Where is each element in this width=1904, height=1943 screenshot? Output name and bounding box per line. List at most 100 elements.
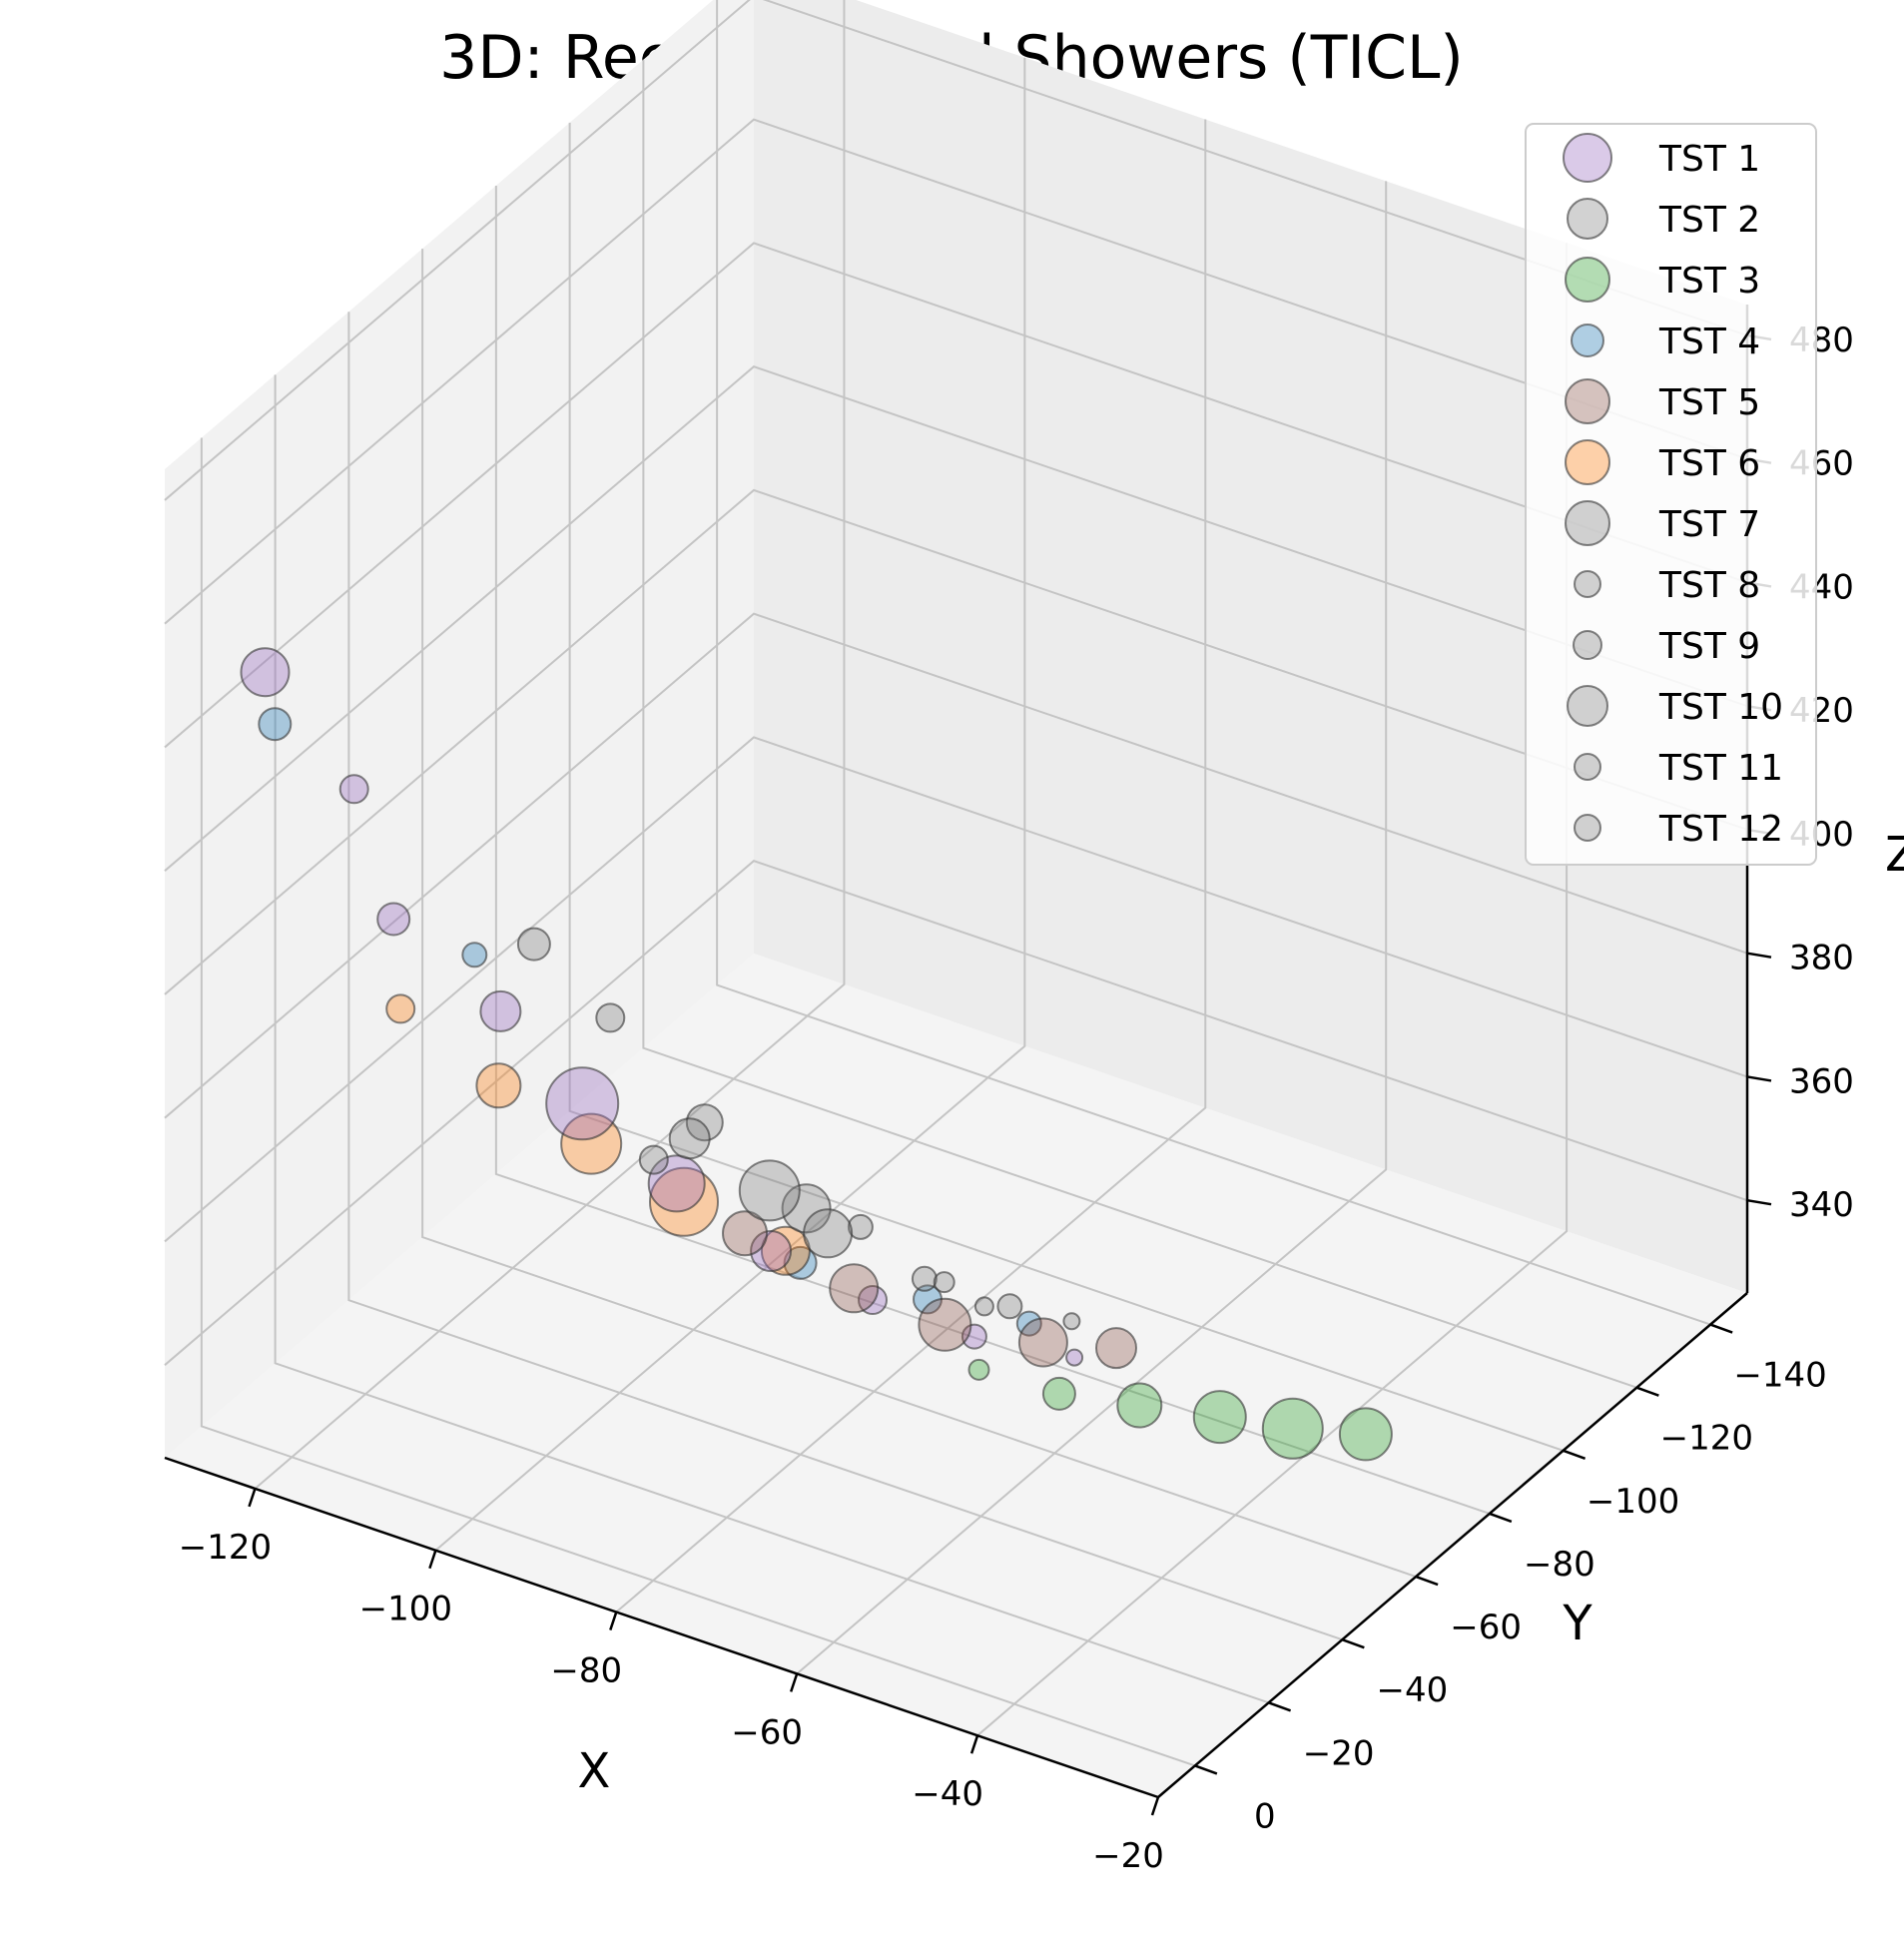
z-tick bbox=[1746, 1198, 1772, 1206]
grid-line-x bbox=[615, 119, 1207, 1614]
x-tick-label: −80 bbox=[550, 1651, 622, 1691]
z-tick bbox=[1746, 1075, 1772, 1082]
legend-marker bbox=[1574, 753, 1601, 781]
grid-line-z bbox=[164, 860, 1748, 1366]
grid-line-x bbox=[254, 0, 846, 1490]
legend-marker bbox=[1574, 570, 1601, 598]
grid-line-y bbox=[494, 185, 1491, 1515]
point-tst-6 bbox=[649, 1166, 719, 1237]
legend-marker bbox=[1565, 439, 1610, 485]
grid-line-y bbox=[642, 59, 1637, 1389]
legend-label: TST 11 bbox=[1658, 748, 1783, 789]
point-tst-7 bbox=[738, 1159, 801, 1222]
point-tst-2 bbox=[685, 1103, 724, 1142]
legend-label: TST 7 bbox=[1658, 504, 1760, 545]
tick-labels: −120−100−80−60−40−200−20−40−60−80−100−12… bbox=[179, 321, 1854, 1876]
y-tick-label: −140 bbox=[1733, 1356, 1826, 1396]
point-tst-1 bbox=[858, 1285, 888, 1315]
point-tst-2 bbox=[595, 1002, 626, 1033]
y-tick-label: −100 bbox=[1587, 1482, 1679, 1522]
grid-line-z bbox=[164, 0, 1748, 501]
x-tick-label: −100 bbox=[359, 1590, 452, 1629]
x-tick-label: −20 bbox=[1092, 1836, 1164, 1876]
point-tst-6 bbox=[560, 1112, 623, 1175]
point-tst-7 bbox=[803, 1208, 854, 1259]
point-tst-5 bbox=[829, 1263, 880, 1314]
grid-line-z bbox=[164, 736, 1748, 1243]
legend-marker bbox=[1573, 630, 1602, 660]
legend-marker bbox=[1574, 814, 1601, 842]
point-tst-4 bbox=[258, 707, 293, 742]
legend-label: TST 6 bbox=[1658, 443, 1760, 484]
point-tst-6 bbox=[475, 1062, 522, 1109]
point-tst-5 bbox=[918, 1297, 972, 1352]
grid-line-z bbox=[164, 365, 1748, 872]
legend-label: TST 5 bbox=[1658, 382, 1760, 423]
grid-line-y bbox=[421, 249, 1417, 1579]
x-tick bbox=[789, 1672, 799, 1692]
point-tst-8 bbox=[996, 1293, 1023, 1320]
point-tst-4 bbox=[461, 942, 488, 969]
point-tst-5 bbox=[722, 1210, 768, 1257]
point-tst-2 bbox=[911, 1265, 938, 1292]
point-tst-3 bbox=[1116, 1382, 1163, 1429]
floor-pane bbox=[165, 954, 1747, 1797]
point-tst-1 bbox=[240, 647, 291, 698]
grid-line-y bbox=[716, 0, 1711, 1326]
point-tst-10 bbox=[638, 1144, 669, 1175]
y-tick-label: −20 bbox=[1303, 1733, 1375, 1773]
legend-label: TST 12 bbox=[1658, 809, 1783, 850]
legend-label: TST 4 bbox=[1658, 322, 1760, 362]
y-tick-label: −40 bbox=[1376, 1670, 1448, 1710]
point-tst-5 bbox=[1095, 1327, 1137, 1370]
legend-marker bbox=[1565, 257, 1610, 303]
y-tick bbox=[1635, 1386, 1659, 1397]
point-tst-1 bbox=[960, 1323, 987, 1350]
point-tst-6 bbox=[385, 993, 416, 1024]
point-tst-1 bbox=[545, 1066, 620, 1141]
point-tst-3 bbox=[1261, 1397, 1324, 1460]
point-tst-8 bbox=[933, 1271, 955, 1294]
legend-label: TST 9 bbox=[1658, 626, 1760, 667]
y-tick-label: −120 bbox=[1660, 1419, 1753, 1459]
x-axis-label: X bbox=[578, 1743, 611, 1799]
point-tst-3 bbox=[1041, 1376, 1076, 1411]
point-tst-2 bbox=[516, 927, 551, 962]
point-tst-1 bbox=[1065, 1348, 1084, 1367]
grid-line-z bbox=[164, 242, 1748, 749]
point-tst-1 bbox=[750, 1230, 793, 1272]
grid-line-x bbox=[796, 181, 1388, 1675]
point-tst-3 bbox=[1338, 1407, 1393, 1462]
point-tst-1 bbox=[338, 774, 369, 805]
legend-marker bbox=[1565, 378, 1610, 424]
legend-marker bbox=[1567, 198, 1608, 240]
y-tick-label: 0 bbox=[1254, 1796, 1276, 1836]
point-tst-5 bbox=[1017, 1317, 1068, 1368]
y-axis-label: Y bbox=[1562, 1596, 1592, 1651]
side-pane bbox=[165, 0, 754, 1458]
z-tick bbox=[1746, 952, 1772, 959]
y-tick bbox=[1489, 1512, 1513, 1524]
legend-label: TST 1 bbox=[1658, 139, 1760, 180]
grid-line-z bbox=[164, 118, 1748, 625]
point-tst-9 bbox=[847, 1213, 874, 1240]
data-points bbox=[240, 647, 1393, 1462]
y-tick bbox=[1563, 1449, 1587, 1460]
y-axis-line bbox=[1157, 1292, 1748, 1798]
legend-frame bbox=[1525, 123, 1817, 866]
grid-line-z bbox=[164, 612, 1748, 1119]
y-tick-label: −80 bbox=[1524, 1545, 1595, 1585]
grid-line-y bbox=[200, 437, 1196, 1767]
x-tick bbox=[428, 1550, 437, 1570]
z-axis-label: Z bbox=[1885, 827, 1904, 883]
y-tick bbox=[1341, 1638, 1365, 1649]
legend-marker bbox=[1563, 133, 1612, 183]
grid-line-y bbox=[274, 374, 1269, 1704]
legend-marker bbox=[1571, 324, 1604, 357]
x-tick-label: −40 bbox=[912, 1774, 983, 1814]
point-tst-6 bbox=[760, 1225, 811, 1276]
grid-line-y bbox=[568, 122, 1564, 1452]
grid-line-z bbox=[164, 488, 1748, 995]
z-tick-label: 340 bbox=[1789, 1185, 1854, 1225]
